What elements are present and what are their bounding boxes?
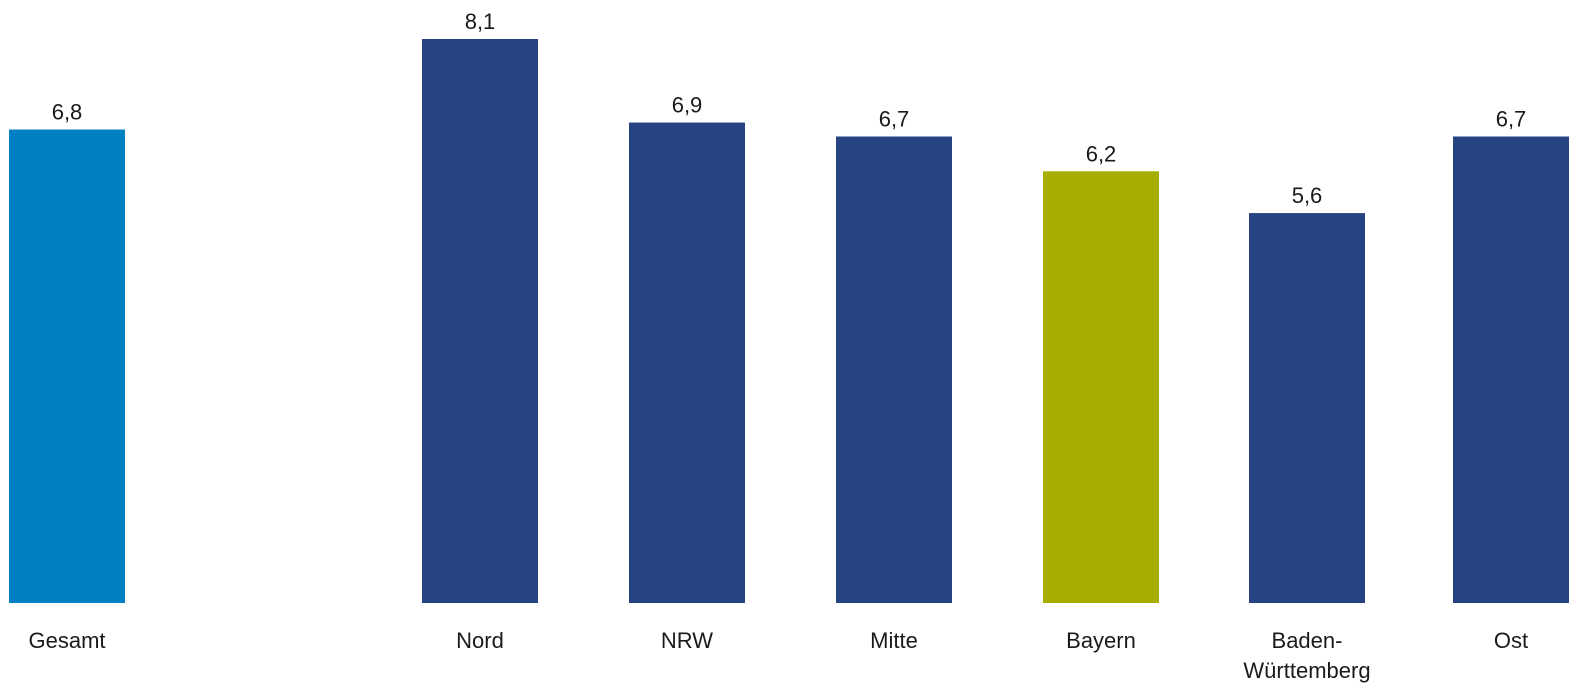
category-labels-group: Gesamt Nord NRW Mitte Bayern Baden- Württember… [28,628,1528,683]
bar-6 [1453,136,1569,603]
value-labels-group: 6,8 8,1 6,9 6,7 6,2 5,6 6,7 [52,9,1527,208]
value-label-1: 8,1 [465,9,496,34]
category-label-1: Nord [456,628,504,653]
value-label-4: 6,2 [1086,141,1117,166]
category-label-0: Gesamt [28,628,105,653]
bars-group [9,39,1569,604]
bar-4 [1043,171,1159,603]
value-label-3: 6,7 [879,106,910,131]
bar-5 [1249,213,1365,603]
category-label-5-line-0: Baden- [1272,628,1343,653]
category-label-6: Ost [1494,628,1528,653]
category-label-4: Bayern [1066,628,1136,653]
category-label-2: NRW [661,628,713,653]
value-label-5: 5,6 [1292,183,1323,208]
bar-0 [9,129,125,603]
bar-1 [422,39,538,603]
value-label-6: 6,7 [1496,106,1527,131]
category-label-5-line-1: Württemberg [1243,658,1370,683]
bar-2 [629,122,745,604]
value-label-0: 6,8 [52,100,83,125]
category-label-3: Mitte [870,628,918,653]
value-label-2: 6,9 [672,93,703,118]
bar-3 [836,136,952,603]
